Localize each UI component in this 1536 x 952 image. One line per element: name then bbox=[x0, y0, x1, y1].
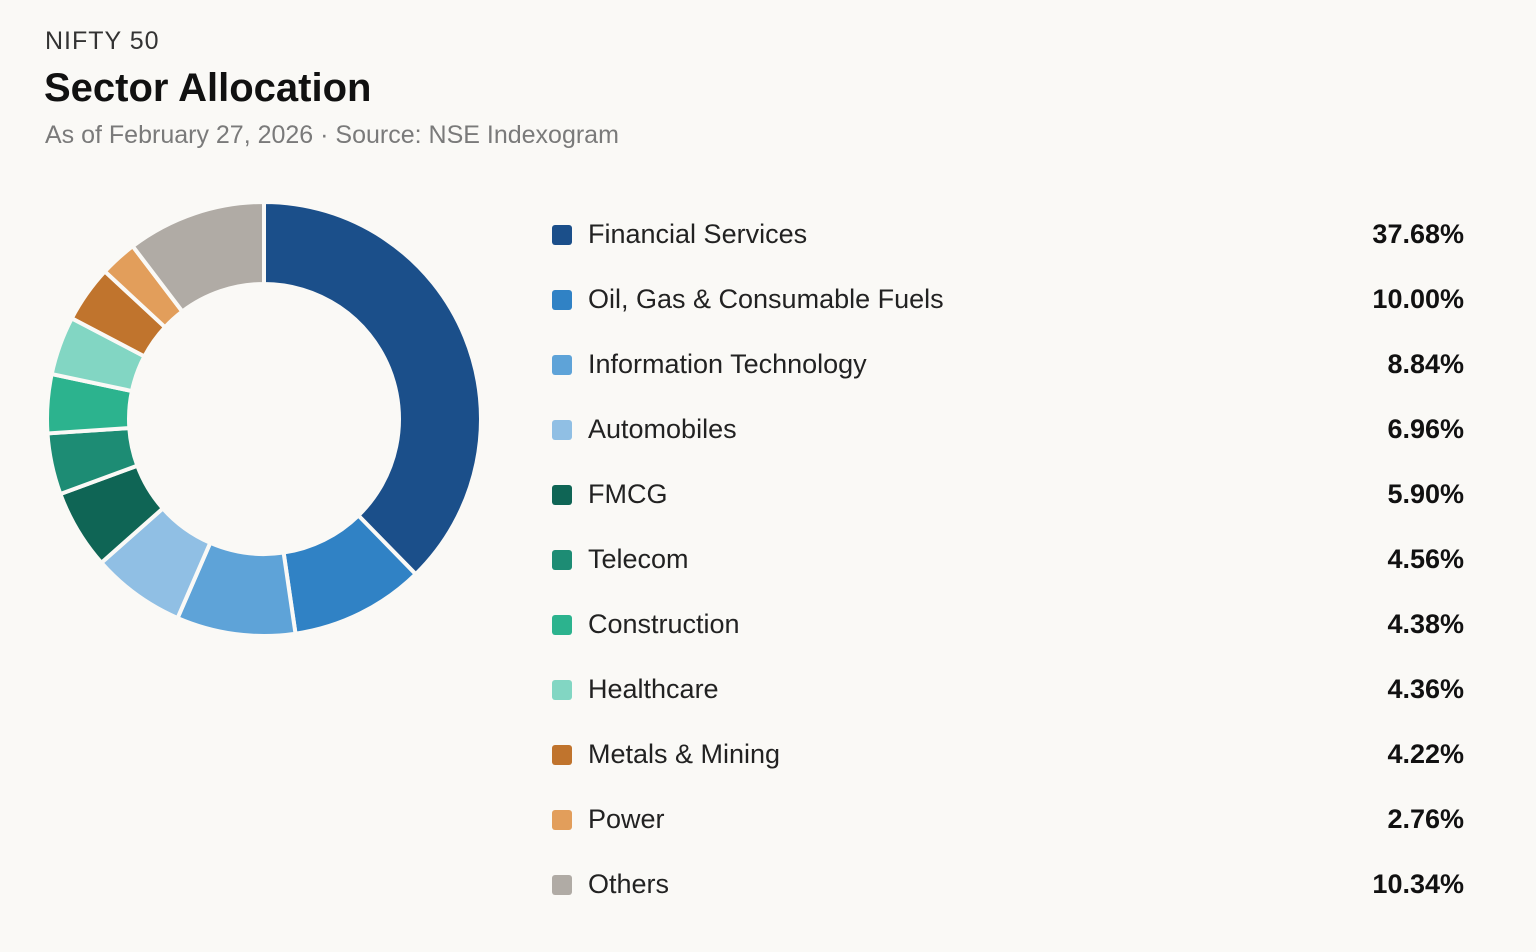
legend-label: Information Technology bbox=[588, 349, 867, 379]
legend-swatch bbox=[552, 484, 572, 505]
legend-item[interactable]: Power 2.76% bbox=[552, 787, 1464, 852]
legend-item[interactable]: Healthcare 4.36% bbox=[552, 657, 1464, 722]
legend-value: 4.56% bbox=[1387, 544, 1464, 574]
legend-value: 4.36% bbox=[1387, 674, 1464, 704]
legend-item[interactable]: Automobiles 6.96% bbox=[552, 397, 1464, 462]
chart-title: Sector Allocation bbox=[44, 66, 372, 110]
chart-legend: Financial Services 37.68% Oil, Gas & Consu… bbox=[552, 202, 1464, 917]
legend-item[interactable]: Oil, Gas & Consumable Fuels 10.00% bbox=[552, 267, 1464, 332]
legend-item[interactable]: Metals & Mining 4.22% bbox=[552, 722, 1464, 787]
legend-value: 2.76% bbox=[1387, 804, 1464, 834]
legend-label: Metals & Mining bbox=[588, 739, 781, 769]
legend-value: 4.38% bbox=[1387, 609, 1464, 639]
legend-item[interactable]: Construction 4.38% bbox=[552, 592, 1464, 657]
legend-value: 37.68% bbox=[1372, 219, 1464, 249]
legend-item[interactable]: FMCG 5.90% bbox=[552, 462, 1464, 527]
legend-swatch bbox=[552, 679, 572, 700]
legend-swatch bbox=[552, 614, 572, 635]
legend-label: FMCG bbox=[588, 479, 668, 509]
legend-value: 5.90% bbox=[1387, 479, 1464, 509]
legend-value: 10.00% bbox=[1372, 284, 1464, 314]
legend-swatch bbox=[552, 809, 572, 830]
legend-label: Construction bbox=[588, 609, 740, 639]
legend-label: Others bbox=[588, 869, 670, 899]
index-name: NIFTY 50 bbox=[45, 27, 160, 55]
legend-label: Automobiles bbox=[588, 414, 737, 444]
legend-value: 4.22% bbox=[1387, 739, 1464, 769]
legend-item[interactable]: Telecom 4.56% bbox=[552, 527, 1464, 592]
legend-swatch bbox=[552, 744, 572, 765]
legend-label: Power bbox=[588, 804, 665, 834]
legend-label: Financial Services bbox=[588, 219, 808, 249]
legend-swatch bbox=[552, 874, 572, 895]
legend-value: 6.96% bbox=[1387, 414, 1464, 444]
legend-swatch bbox=[552, 289, 572, 310]
legend-value: 10.34% bbox=[1372, 869, 1464, 899]
legend-item[interactable]: Information Technology 8.84% bbox=[552, 332, 1464, 397]
legend-swatch bbox=[552, 549, 572, 570]
legend-label: Oil, Gas & Consumable Fuels bbox=[588, 284, 944, 314]
donut-slice[interactable] bbox=[262, 200, 483, 577]
chart-subtitle: As of February 27, 2026 · Source: NSE In… bbox=[45, 121, 619, 149]
legend-swatch bbox=[552, 419, 572, 440]
legend-label: Telecom bbox=[588, 544, 689, 574]
legend-item[interactable]: Financial Services 37.68% bbox=[552, 202, 1464, 267]
legend-swatch bbox=[552, 224, 572, 245]
donut-slice[interactable] bbox=[130, 200, 266, 314]
legend-item[interactable]: Others 10.34% bbox=[552, 852, 1464, 917]
legend-value: 8.84% bbox=[1387, 349, 1464, 379]
legend-label: Healthcare bbox=[588, 674, 719, 704]
legend-swatch bbox=[552, 354, 572, 375]
donut-chart bbox=[45, 200, 483, 638]
